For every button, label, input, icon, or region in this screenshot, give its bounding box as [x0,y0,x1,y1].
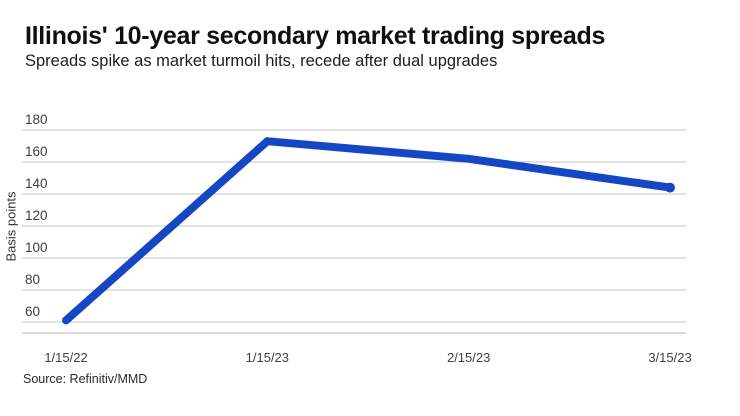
source-note: Source: Refinitiv/MMD [23,372,148,386]
y-tick-label: 60 [25,304,41,319]
y-tick-label: 120 [25,208,48,223]
x-tick-label: 3/15/23 [648,350,692,365]
line-end-marker [665,182,675,193]
y-tick-label: 140 [25,176,48,191]
x-tick-label: 1/15/22 [44,350,88,365]
chart-subtitle: Spreads spike as market turmoil hits, re… [25,52,498,70]
spread-line [62,137,674,325]
y-tick-label: 80 [25,272,41,287]
y-tick-label: 100 [25,240,48,255]
x-tick-label: 1/15/23 [245,350,290,365]
y-tick-label: 160 [25,144,48,159]
y-tick-label: 180 [25,112,48,127]
chart-title: Illinois' 10-year secondary market tradi… [25,22,606,50]
x-tick-label: 2/15/23 [446,350,491,365]
